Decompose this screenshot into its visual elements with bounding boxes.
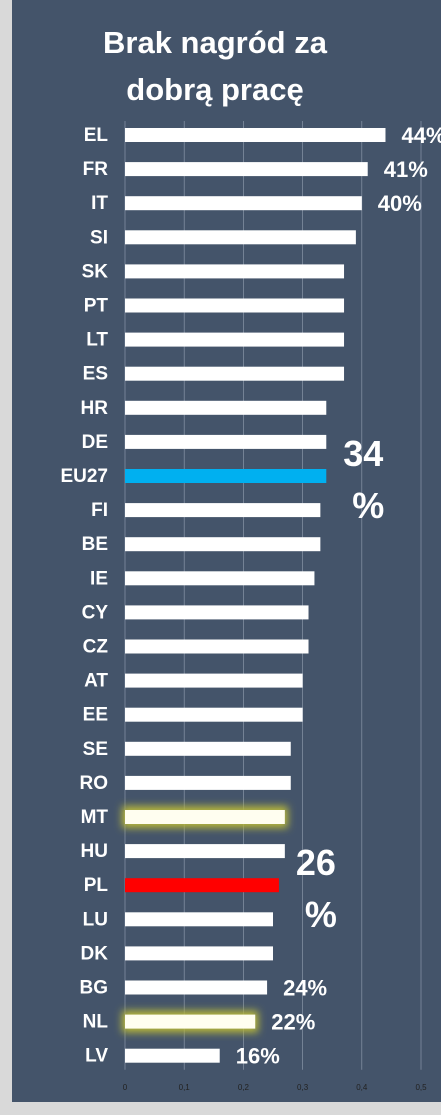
y-tick-label: CZ <box>83 637 109 658</box>
bar <box>125 503 321 518</box>
y-tick-label: FI <box>91 500 108 521</box>
y-tick-label: RO <box>80 773 109 794</box>
y-tick-label: LU <box>83 909 108 930</box>
value-label: 22% <box>271 1009 315 1034</box>
bar <box>125 1014 256 1029</box>
y-tick-label: EE <box>83 705 108 726</box>
value-label: 24% <box>283 975 327 1000</box>
bar <box>125 1048 220 1063</box>
bar <box>125 366 345 381</box>
y-tick-label: IT <box>91 193 108 214</box>
bar <box>125 673 303 688</box>
bar <box>125 298 345 313</box>
value-label: 34 % <box>343 433 393 526</box>
y-tick-label: NL <box>83 1012 109 1033</box>
y-tick-label: BE <box>82 534 108 555</box>
bar <box>125 605 309 620</box>
bar <box>125 162 368 177</box>
y-tick-label: SK <box>82 261 109 282</box>
y-tick-label: EU27 <box>60 466 108 487</box>
bar <box>125 400 327 415</box>
bar <box>125 196 362 211</box>
value-label: 16% <box>236 1044 280 1069</box>
bar <box>125 912 273 927</box>
y-tick-label: DE <box>82 432 108 453</box>
x-tick-label: 0,4 <box>356 1083 368 1092</box>
value-label: 44% <box>401 123 441 148</box>
bar <box>125 332 345 347</box>
bar <box>125 878 279 893</box>
y-tick-label: CY <box>82 602 109 623</box>
bar <box>125 707 303 722</box>
chart-title: dobrą pracę <box>126 72 303 107</box>
x-tick-label: 0,3 <box>297 1083 309 1092</box>
bar <box>125 537 321 552</box>
value-label: 26 % <box>296 842 346 935</box>
y-tick-label: DK <box>81 943 109 964</box>
x-tick-label: 0,5 <box>415 1083 427 1092</box>
y-tick-label: AT <box>84 671 108 692</box>
bar <box>125 128 386 142</box>
y-tick-label: FR <box>83 159 109 180</box>
bar <box>125 946 273 961</box>
bar <box>125 741 291 756</box>
y-tick-label: BG <box>80 978 109 999</box>
y-tick-label: ES <box>83 364 108 385</box>
x-tick-label: 0,1 <box>179 1083 191 1092</box>
bar <box>125 571 315 586</box>
value-label: 40% <box>378 191 422 216</box>
y-tick-label: EL <box>84 125 109 146</box>
x-tick-label: 0,2 <box>238 1083 250 1092</box>
bar <box>125 775 291 790</box>
y-tick-label: IE <box>90 568 108 589</box>
bar <box>125 469 327 483</box>
y-tick-label: HR <box>81 398 109 419</box>
x-tick-label: 0 <box>123 1083 128 1092</box>
value-label: 41% <box>384 157 428 182</box>
y-tick-label: LV <box>85 1046 108 1067</box>
bar <box>125 264 345 279</box>
y-tick-label: SI <box>90 227 108 248</box>
bar <box>125 810 285 824</box>
bar <box>125 434 327 449</box>
y-tick-label: HU <box>81 841 108 862</box>
chart-title: Brak nagród za <box>103 25 328 60</box>
y-tick-label: SE <box>83 739 108 760</box>
bar <box>125 639 309 654</box>
bar <box>125 230 356 245</box>
bar <box>125 844 285 859</box>
y-tick-label: PL <box>84 875 109 896</box>
y-tick-label: PT <box>84 296 109 317</box>
y-tick-label: MT <box>81 807 109 828</box>
bar <box>125 980 268 995</box>
y-tick-label: LT <box>86 330 108 351</box>
